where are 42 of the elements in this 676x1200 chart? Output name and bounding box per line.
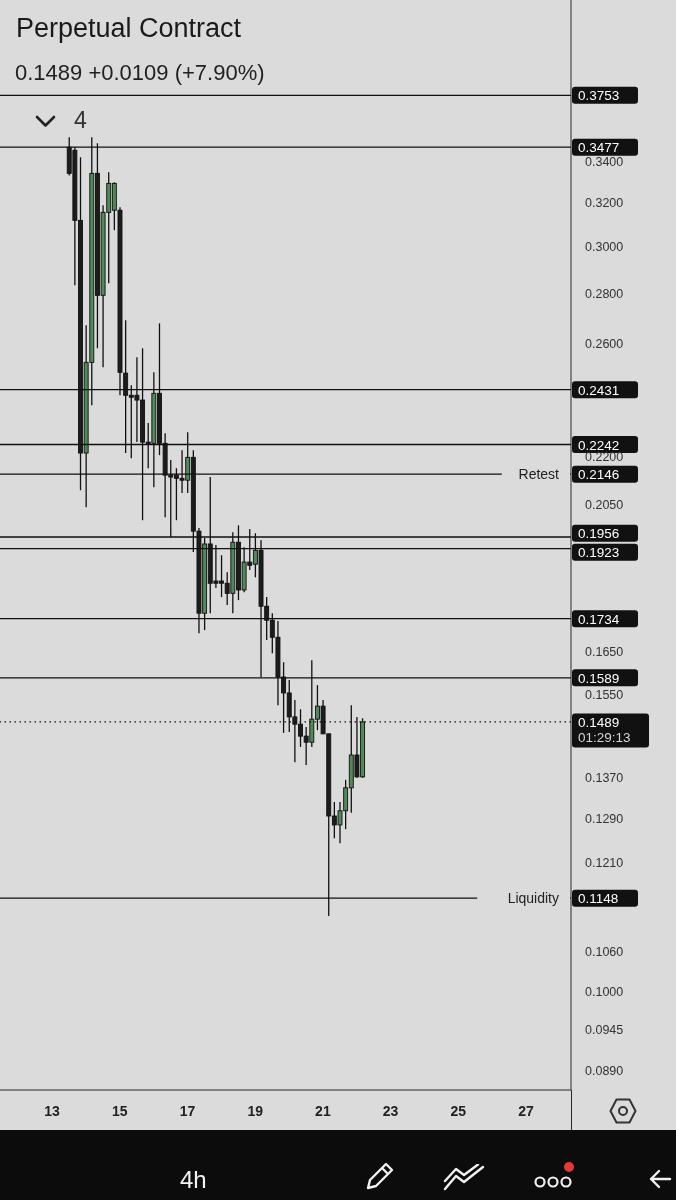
y-tick-label: 0.3477 bbox=[578, 140, 620, 156]
x-tick-label: 21 bbox=[315, 1103, 331, 1119]
y-tick-label: 0.1650 bbox=[585, 645, 624, 660]
x-tick-label: 17 bbox=[179, 1103, 196, 1119]
y-tick-label: 0.2600 bbox=[585, 337, 624, 352]
y-tick-label: 0.3200 bbox=[585, 196, 624, 211]
y-tick-label: 0.1290 bbox=[585, 812, 624, 827]
text: 01:29:13 bbox=[578, 730, 631, 746]
x-tick-label: 23 bbox=[382, 1103, 399, 1119]
x-tick-label: 19 bbox=[247, 1103, 264, 1119]
text: 4h bbox=[180, 1166, 207, 1194]
y-tick-label: 0.1210 bbox=[585, 855, 624, 870]
x-tick-label: 13 bbox=[44, 1103, 61, 1119]
ref-line-label: Retest bbox=[518, 466, 560, 483]
y-tick-label: 0.1148 bbox=[578, 891, 619, 907]
ref-line-label: Liquidity bbox=[507, 890, 559, 907]
y-tick-label: 0.2146 bbox=[578, 467, 620, 483]
y-tick-label: 0.0945 bbox=[585, 1023, 624, 1038]
y-tick-label: 0.3753 bbox=[578, 88, 620, 104]
annotation: 4 bbox=[74, 107, 87, 134]
y-tick-label: 0.3400 bbox=[585, 155, 624, 170]
text: 0.1489 +0.0109 (+7.90%) bbox=[15, 59, 265, 86]
y-tick-label: 0.1489 bbox=[578, 714, 620, 730]
y-tick-label: 0.1923 bbox=[578, 545, 620, 561]
y-tick-label: 0.1956 bbox=[578, 526, 620, 542]
text: Perpetual Contract bbox=[16, 13, 242, 44]
y-tick-label: 0.1000 bbox=[585, 984, 624, 999]
x-tick-label: 27 bbox=[518, 1103, 534, 1119]
y-tick-label: 0.1370 bbox=[585, 771, 624, 786]
y-tick-label: 0.0890 bbox=[585, 1063, 624, 1078]
y-tick-label: 0.1589 bbox=[578, 670, 620, 686]
y-tick-label: 0.2050 bbox=[585, 498, 624, 513]
y-tick-label: 0.2431 bbox=[578, 382, 620, 398]
y-tick-label: 0.1060 bbox=[585, 945, 624, 960]
x-tick-label: 25 bbox=[450, 1103, 467, 1119]
y-tick-label: 0.2242 bbox=[578, 437, 620, 453]
y-tick-label: 0.1734 bbox=[578, 611, 620, 627]
y-tick-label: 0.3000 bbox=[585, 240, 624, 255]
x-tick-label: 15 bbox=[112, 1103, 128, 1119]
y-tick-label: 0.2800 bbox=[585, 286, 624, 301]
y-tick-label: 0.2200 bbox=[585, 450, 624, 465]
y-tick-label: 0.1550 bbox=[585, 687, 624, 702]
